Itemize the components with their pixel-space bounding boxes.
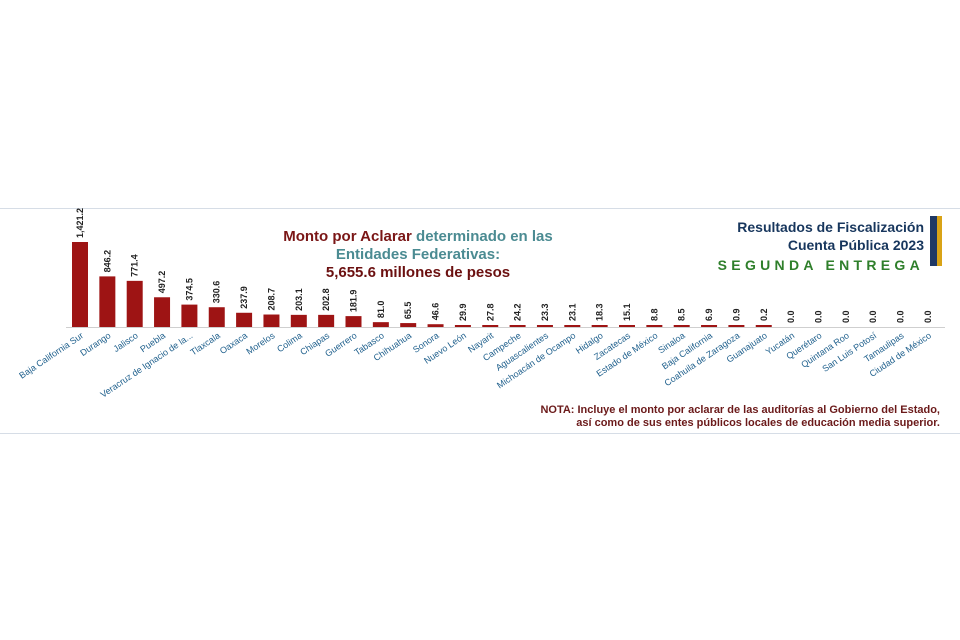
value-label: 27.8 <box>485 303 495 321</box>
value-label: 0.9 <box>731 308 741 321</box>
value-label: 237.9 <box>239 286 249 309</box>
value-label: 0.2 <box>759 308 769 321</box>
value-label: 0.0 <box>813 310 823 323</box>
value-label: 29.9 <box>458 303 468 321</box>
bar <box>400 323 417 327</box>
title-total: 5,655.6 millones de pesos <box>325 264 511 281</box>
value-label: 15.1 <box>622 303 632 321</box>
bar <box>99 276 116 327</box>
results-line-2: Cuenta Pública 2023 <box>787 237 924 253</box>
bar <box>701 325 718 327</box>
footnote: NOTA: Incluye el monto por aclarar de la… <box>380 404 940 430</box>
footnote-line-1: NOTA: Incluye el monto por aclarar de la… <box>540 404 940 416</box>
bar <box>126 280 143 327</box>
value-label: 181.9 <box>349 290 359 313</box>
bar <box>591 325 608 327</box>
value-label: 0.0 <box>923 310 933 323</box>
value-label: 846.2 <box>102 250 112 273</box>
value-label: 23.1 <box>567 303 577 321</box>
title-line-2: Entidades Federativas: <box>335 246 501 263</box>
value-label: 208.7 <box>266 288 276 311</box>
bar <box>372 322 389 327</box>
value-label: 6.9 <box>704 308 714 321</box>
bar <box>646 325 663 327</box>
category-label: Durango <box>78 330 112 358</box>
results-line-3: SEGUNDA ENTREGA <box>717 257 924 273</box>
bar <box>208 307 225 327</box>
value-label: 0.0 <box>786 310 796 323</box>
bar <box>345 316 362 327</box>
category-label: Oaxaca <box>218 330 249 356</box>
value-label: 1,421.2 <box>75 208 85 238</box>
bar <box>482 325 499 327</box>
title-highlight: Monto por Aclarar <box>283 228 412 245</box>
value-label: 0.0 <box>896 310 906 323</box>
value-label: 8.8 <box>649 308 659 321</box>
value-label: 8.5 <box>677 308 687 321</box>
value-label: 202.8 <box>321 288 331 311</box>
category-label: Morelos <box>244 330 277 356</box>
value-label: 374.5 <box>184 278 194 301</box>
bar <box>509 325 526 327</box>
accent-stripe-navy <box>930 216 937 266</box>
title-rest: determinado en las <box>416 228 553 245</box>
bar <box>728 325 745 327</box>
bar <box>755 325 772 327</box>
bar <box>619 325 635 327</box>
bar <box>181 304 198 327</box>
accent-stripe-gold <box>937 216 942 266</box>
category-label: Baja California Sur <box>17 330 85 380</box>
value-label: 771.4 <box>130 254 140 277</box>
value-label: 330.6 <box>212 281 222 304</box>
value-label: 18.3 <box>595 303 605 321</box>
value-label: 203.1 <box>294 288 304 311</box>
title-line-1: Monto por Aclarar determinado en las <box>228 228 608 246</box>
value-label: 24.2 <box>513 303 523 321</box>
bar <box>427 324 444 327</box>
chart-title: Monto por Aclarar determinado en las Ent… <box>228 228 608 282</box>
bar <box>236 312 253 327</box>
value-label: 65.5 <box>403 302 413 320</box>
results-line-1: Resultados de Fiscalización <box>737 219 924 235</box>
value-label: 46.6 <box>431 303 441 321</box>
value-label: 0.0 <box>868 310 878 323</box>
bar <box>154 297 171 327</box>
footnote-line-2: así como de sus entes públicos locales d… <box>576 417 940 429</box>
category-label: Tlaxcala <box>188 330 221 357</box>
bar <box>290 314 307 327</box>
value-label: 497.2 <box>157 271 167 294</box>
results-block: Resultados de Fiscalización Cuenta Públi… <box>640 218 924 274</box>
value-label: 81.0 <box>376 301 386 319</box>
bar <box>454 325 471 327</box>
bar <box>673 325 690 327</box>
bar <box>536 325 553 327</box>
bar <box>72 242 88 327</box>
value-label: 0.0 <box>841 310 851 323</box>
value-label: 23.3 <box>540 303 550 321</box>
bar <box>318 314 335 327</box>
category-label: Jalisco <box>111 330 139 354</box>
bar <box>564 325 581 327</box>
bar <box>263 314 280 327</box>
